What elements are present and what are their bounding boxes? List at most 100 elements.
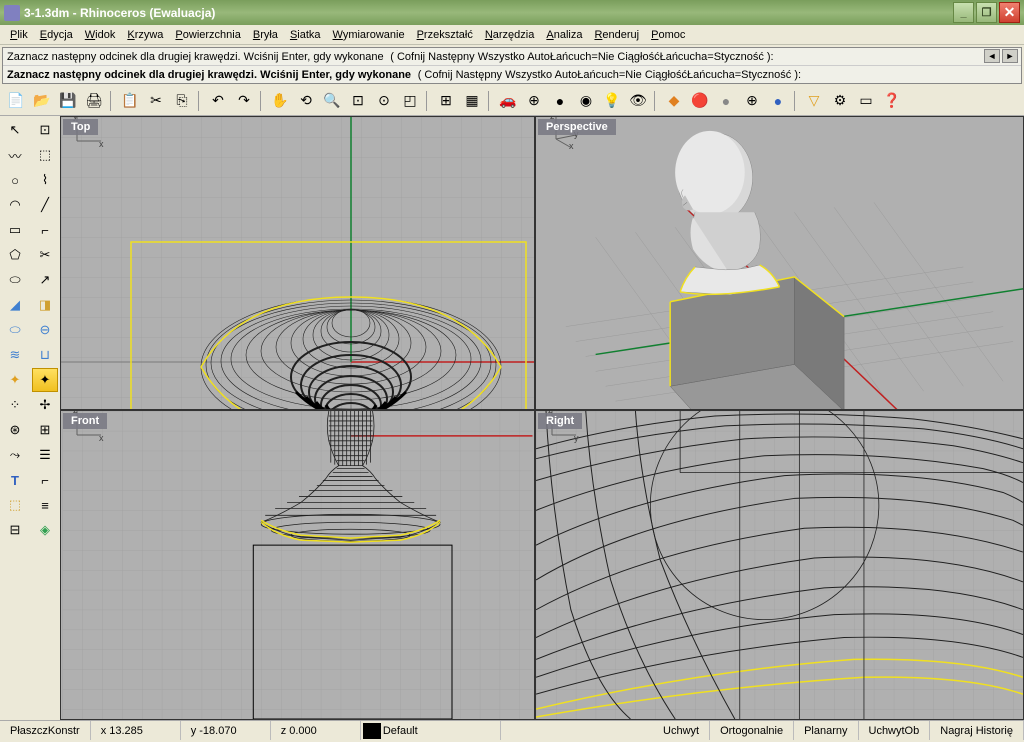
status-nagraj[interactable]: Nagraj Historię <box>930 721 1024 740</box>
settings-icon[interactable]: ⚙ <box>828 89 852 113</box>
menu-widok[interactable]: Widok <box>79 27 122 43</box>
help-icon[interactable]: ❓ <box>880 89 904 113</box>
layers-icon[interactable]: ◆ <box>662 89 686 113</box>
revolve-icon[interactable]: ⊖ <box>32 318 58 342</box>
redo-icon[interactable]: ↷ <box>232 89 256 113</box>
array-icon[interactable]: ⊞ <box>32 418 58 442</box>
menu-wymiarowanie[interactable]: Wymiarowanie <box>327 27 411 43</box>
polygon-icon[interactable]: ⬠ <box>2 243 28 267</box>
menu-bryla[interactable]: Bryła <box>247 27 284 43</box>
puzzle-icon[interactable]: ✦ <box>2 368 28 392</box>
status-layer[interactable]: Default <box>361 721 501 740</box>
curve-edit-icon[interactable]: ⌇ <box>32 168 58 192</box>
curve-icon[interactable]: 〰 <box>2 143 28 167</box>
print-icon[interactable]: 🖨 <box>82 89 106 113</box>
arc-icon[interactable]: ◠ <box>2 193 28 217</box>
gumball-icon[interactable]: ✢ <box>32 393 58 417</box>
properties-icon[interactable]: ≡ <box>32 493 58 517</box>
light-icon[interactable]: 💡 <box>600 89 624 113</box>
shaded-icon[interactable]: ● <box>548 89 572 113</box>
intersect-icon[interactable]: ⊛ <box>2 418 28 442</box>
loft-icon[interactable]: ≋ <box>2 343 28 367</box>
rect-icon[interactable]: ▭ <box>2 218 28 242</box>
cylinder-icon[interactable]: ⬭ <box>2 318 28 342</box>
extrude-icon[interactable]: ⊔ <box>32 343 58 367</box>
status-planarny[interactable]: Planarny <box>794 721 858 740</box>
paste-icon[interactable]: 📋 <box>118 89 142 113</box>
minimize-button[interactable]: _ <box>953 2 974 23</box>
text-icon[interactable]: T <box>2 468 28 492</box>
rendered-icon[interactable]: ◉ <box>574 89 598 113</box>
menu-krzywa[interactable]: Krzywa <box>121 27 169 43</box>
zoom-window-icon[interactable]: ◰ <box>398 89 422 113</box>
viewport-layout1-icon[interactable]: ⊞ <box>434 89 458 113</box>
circle-icon[interactable]: ○ <box>2 168 28 192</box>
pointer-icon[interactable]: ↖ <box>2 118 28 142</box>
sphere-wireframe-icon[interactable]: ⊕ <box>740 89 764 113</box>
points-icon[interactable]: ⁘ <box>2 393 28 417</box>
fillet-icon[interactable]: ⌐ <box>32 468 58 492</box>
viewport-layout2-icon[interactable]: ▦ <box>460 89 484 113</box>
viewport-top-label[interactable]: Top <box>63 119 98 135</box>
cut-icon[interactable]: ✂ <box>144 89 168 113</box>
dimension-icon[interactable]: ⊟ <box>2 518 28 542</box>
viewport-front-label[interactable]: Front <box>63 413 107 429</box>
status-uchwytob[interactable]: UchwytOb <box>859 721 931 740</box>
hide-icon[interactable]: 👁 <box>626 89 650 113</box>
menu-pomoc[interactable]: Pomoc <box>645 27 691 43</box>
ellipse-icon[interactable]: ⬭ <box>2 268 28 292</box>
extend-icon[interactable]: ↗ <box>32 268 58 292</box>
menu-edycja[interactable]: Edycja <box>34 27 79 43</box>
status-cplane[interactable]: PłaszczKonstr <box>0 721 91 740</box>
menu-analiza[interactable]: Analiza <box>540 27 588 43</box>
offset-icon[interactable]: ☰ <box>32 443 58 467</box>
viewport-right-label[interactable]: Right <box>538 413 582 429</box>
menu-narzedzia[interactable]: Narzędzia <box>479 27 541 43</box>
line-icon[interactable]: ╱ <box>32 193 58 217</box>
mesh-tools-icon[interactable]: ◈ <box>32 518 58 542</box>
viewport-perspective-label[interactable]: Perspective <box>538 119 616 135</box>
menu-przeksztalc[interactable]: Przekształć <box>411 27 479 43</box>
colors-icon[interactable]: 🔴 <box>688 89 712 113</box>
sphere-blue-icon[interactable]: ● <box>766 89 790 113</box>
viewport-perspective[interactable]: Perspective <box>536 117 1023 409</box>
box3d-icon[interactable]: ◨ <box>32 293 58 317</box>
command-prompt-line[interactable]: Zaznacz następny odcinek dla drugiej kra… <box>3 66 1021 83</box>
menu-powierzchnia[interactable]: Powierzchnia <box>169 27 246 43</box>
maximize-button[interactable]: ❐ <box>976 2 997 23</box>
cmd-prev-button[interactable]: ◄ <box>984 49 1000 63</box>
pan-icon[interactable]: ✋ <box>268 89 292 113</box>
wireframe-icon[interactable]: ⊕ <box>522 89 546 113</box>
viewport-front[interactable]: Front <box>61 411 534 719</box>
select-icon[interactable]: ⊡ <box>32 118 58 142</box>
zoom-extents-icon[interactable]: ⊡ <box>346 89 370 113</box>
undo-icon[interactable]: ↶ <box>206 89 230 113</box>
trim-icon[interactable]: ✂ <box>32 243 58 267</box>
open-icon[interactable]: 📂 <box>30 89 54 113</box>
close-button[interactable]: ✕ <box>999 2 1020 23</box>
viewport-right[interactable]: Right <box>536 411 1023 719</box>
car-icon[interactable]: 🚗 <box>496 89 520 113</box>
save-icon[interactable]: 💾 <box>56 89 80 113</box>
menu-siatka[interactable]: Siatka <box>284 27 327 43</box>
status-ortogonalnie[interactable]: Ortogonalnie <box>710 721 794 740</box>
viewport-top[interactable]: Top <box>61 117 534 409</box>
menu-renderuj[interactable]: Renderuj <box>588 27 645 43</box>
zoom-icon[interactable]: 🔍 <box>320 89 344 113</box>
sphere-gray-icon[interactable]: ● <box>714 89 738 113</box>
box-icon[interactable]: ⬚ <box>2 493 28 517</box>
zoom-selected-icon[interactable]: ⊙ <box>372 89 396 113</box>
cmd-next-button[interactable]: ► <box>1002 49 1018 63</box>
surface-icon[interactable]: ◢ <box>2 293 28 317</box>
menu-plik[interactable]: Plik <box>4 27 34 43</box>
new-icon[interactable]: 📄 <box>4 89 28 113</box>
sweep-icon[interactable]: ⤳ <box>2 443 28 467</box>
status-uchwyt[interactable]: Uchwyt <box>653 721 710 740</box>
select-window-icon[interactable]: ⬚ <box>32 143 58 167</box>
dialog-icon[interactable]: ▭ <box>854 89 878 113</box>
blend-icon[interactable]: ✦ <box>32 368 58 392</box>
rotate-icon[interactable]: ⟲ <box>294 89 318 113</box>
polyline-icon[interactable]: ⌐ <box>32 218 58 242</box>
copy-icon[interactable]: ⎘ <box>170 89 194 113</box>
filter-icon[interactable]: ▽ <box>802 89 826 113</box>
